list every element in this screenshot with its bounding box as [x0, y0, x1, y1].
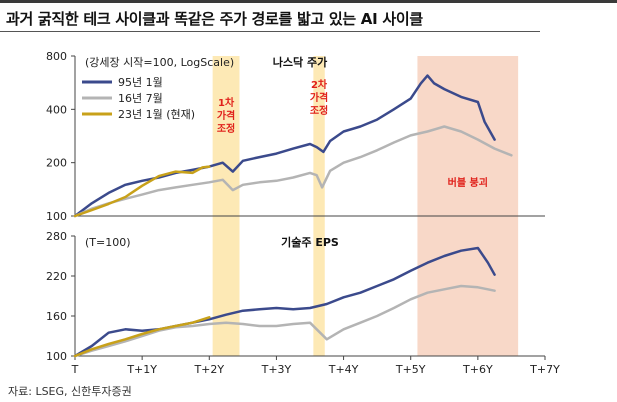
top-y-tick-label: 200 — [46, 157, 67, 170]
x-tick-label: T+2Y — [193, 363, 224, 376]
bottom-y-tick-label: 220 — [46, 270, 67, 283]
top-subtitle: (강세장 시작=100, LogScale) — [85, 56, 234, 69]
x-tick-label: T+3Y — [261, 363, 292, 376]
top-y-tick-label: 800 — [46, 50, 67, 63]
legend-label-3: 23년 1월 (현재) — [118, 108, 195, 121]
x-tick-label: T+5Y — [395, 363, 426, 376]
band-label-1-line-1: 1차 — [218, 96, 235, 109]
band-label-2-line-2: 가격 — [310, 91, 328, 104]
title-underline — [0, 31, 540, 32]
x-tick-label: T+1Y — [126, 363, 157, 376]
bottom-subtitle: (T=100) — [85, 236, 131, 249]
top-y-tick-label: 100 — [46, 210, 67, 223]
nasdaq-series-3 — [73, 165, 211, 218]
band-label-1-line-2: 가격 — [217, 109, 235, 122]
figure-title: 과거 굵직한 테크 사이클과 똑같은 주가 경로를 밟고 있는 AI 사이클 — [6, 10, 423, 28]
shaded-band-3 — [417, 56, 519, 356]
legend-label-2: 16년 7월 — [118, 92, 163, 105]
source-note: 자료: LSEG, 신한투자증권 — [8, 385, 132, 398]
x-tick-label: T+7Y — [529, 363, 560, 376]
x-tick-label: T+4Y — [328, 363, 359, 376]
eps-series-2 — [73, 284, 496, 358]
top-rule — [0, 0, 617, 3]
nasdaq-series-1 — [73, 74, 496, 218]
band-label-2-line-3: 조정 — [310, 104, 328, 117]
shaded-band-1 — [212, 56, 240, 356]
x-tick-label: T — [71, 363, 79, 376]
top-y-tick-label: 400 — [46, 103, 67, 116]
legend-label-1: 95년 1월 — [118, 76, 163, 89]
eps-series-1 — [73, 246, 496, 358]
bottom-y-tick-label: 100 — [46, 350, 67, 363]
band-label-2-line-1: 2차 — [311, 78, 328, 91]
top-panel-title: 나스닥 주가 — [273, 55, 327, 69]
bottom-y-tick-label: 160 — [46, 310, 67, 323]
eps-series-3 — [73, 316, 211, 358]
x-tick-label: T+6Y — [462, 363, 493, 376]
shaded-band-2 — [313, 56, 325, 356]
bottom-panel-title: 기술주 EPS — [281, 235, 339, 249]
band-label-1-line-3: 조정 — [217, 122, 235, 135]
bottom-y-tick-label: 280 — [46, 230, 67, 243]
band-label-3-line-1: 버블 붕괴 — [448, 176, 488, 189]
nasdaq-series-2 — [73, 125, 513, 218]
